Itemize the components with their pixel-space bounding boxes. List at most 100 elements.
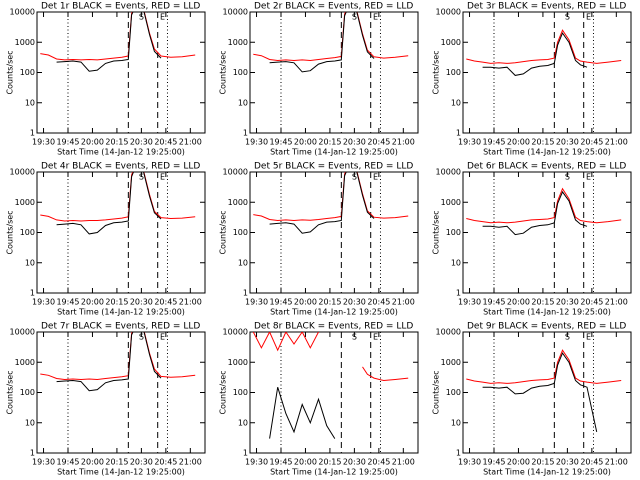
- x-tick-label: 20:00: [294, 458, 317, 467]
- x-tick-label: 20:30: [130, 298, 153, 307]
- y-tick-label: 10: [238, 98, 248, 107]
- x-tick-label: 20:00: [294, 138, 317, 147]
- series-line: [482, 190, 588, 236]
- y-tick-label: 100: [233, 388, 248, 397]
- panel: Det 7r BLACK = Events, RED = LLD Counts/s…: [6, 322, 206, 477]
- plot-frame: [249, 171, 419, 294]
- x-tick-label: 19:45: [269, 458, 292, 467]
- panel-title: Det 4r BLACK = Events, RED = LLD: [41, 162, 200, 172]
- x-tick-label: 20:00: [81, 138, 104, 147]
- x-tick-label: 21:00: [179, 138, 202, 147]
- series-line: [482, 352, 598, 433]
- series-line: [253, 172, 409, 222]
- x-tick-label: 20:15: [318, 458, 341, 467]
- y-tick-label: 10: [451, 258, 461, 267]
- panel-title: Det 5r BLACK = Events, RED = LLD: [254, 162, 413, 172]
- x-tick-label: 20:15: [318, 298, 341, 307]
- x-axis-label: Start Time (14-Jan-12 19:25:00): [483, 148, 611, 157]
- marker-label: E: [160, 333, 165, 342]
- x-tick-label: 20:15: [531, 458, 554, 467]
- y-tick-label: 10000: [10, 168, 35, 177]
- x-tick-label: 20:00: [81, 458, 104, 467]
- y-tick-label: 10: [238, 418, 248, 427]
- series-line: [56, 172, 162, 235]
- y-tick-label: 1: [456, 289, 461, 298]
- x-tick-label: 21:00: [392, 138, 415, 147]
- y-tick-label: 100: [20, 68, 35, 77]
- x-tick-label: 20:45: [367, 458, 390, 467]
- x-tick-label: 20:15: [531, 138, 554, 147]
- y-tick-label: 1000: [441, 198, 461, 207]
- y-tick-label: 10000: [223, 168, 248, 177]
- marker-label: E: [160, 13, 165, 22]
- plot-frame: [36, 331, 206, 454]
- y-tick-label: 1000: [441, 38, 461, 47]
- series-line: [466, 29, 622, 64]
- x-tick-label: 19:45: [482, 298, 505, 307]
- x-tick-label: 19:45: [56, 298, 79, 307]
- y-tick-label: 100: [446, 388, 461, 397]
- marker-label: S: [139, 13, 144, 22]
- marker-label: E: [373, 13, 378, 22]
- y-tick-label: 1: [243, 449, 248, 458]
- x-tick-label: 19:30: [32, 138, 55, 147]
- panel: Det 6r BLACK = Events, RED = LLD Counts/s…: [432, 162, 632, 317]
- x-tick-label: 20:15: [105, 138, 128, 147]
- x-tick-label: 20:15: [318, 138, 341, 147]
- marker-label: S: [565, 13, 570, 22]
- x-tick-label: 20:30: [130, 458, 153, 467]
- series-line: [269, 387, 336, 439]
- x-tick-label: 21:00: [179, 458, 202, 467]
- x-tick-label: 20:00: [294, 298, 317, 307]
- x-axis-label: Start Time (14-Jan-12 19:25:00): [483, 468, 611, 477]
- x-tick-label: 21:00: [392, 458, 415, 467]
- x-tick-label: 20:45: [154, 298, 177, 307]
- y-tick-label: 10: [25, 418, 35, 427]
- panel: Det 5r BLACK = Events, RED = LLD Counts/s…: [219, 162, 419, 317]
- y-tick-label: 1: [30, 449, 35, 458]
- x-tick-label: 20:45: [154, 138, 177, 147]
- y-axis-label: Counts/sec: [432, 50, 441, 94]
- y-axis-label: Counts/sec: [219, 210, 228, 254]
- series-line: [466, 187, 622, 224]
- y-tick-label: 100: [446, 228, 461, 237]
- x-tick-label: 19:45: [482, 138, 505, 147]
- x-tick-label: 21:00: [605, 458, 628, 467]
- y-tick-label: 10000: [223, 8, 248, 17]
- y-tick-label: 1: [456, 449, 461, 458]
- y-tick-label: 10000: [436, 168, 461, 177]
- panel-title: Det 8r BLACK = Events, RED = LLD: [254, 322, 413, 332]
- y-tick-label: 100: [446, 68, 461, 77]
- plot-frame: [36, 171, 206, 294]
- x-tick-label: 19:30: [32, 458, 55, 467]
- x-axis-label: Start Time (14-Jan-12 19:25:00): [270, 468, 398, 477]
- plot-frame: [249, 331, 419, 454]
- x-tick-label: 20:30: [130, 138, 153, 147]
- marker-label: S: [139, 333, 144, 342]
- plot-frame: [36, 11, 206, 134]
- panel-title: Det 2r BLACK = Events, RED = LLD: [254, 2, 413, 12]
- y-tick-label: 1000: [15, 198, 35, 207]
- y-tick-label: 1000: [228, 358, 248, 367]
- marker-label: E: [373, 333, 378, 342]
- series-line: [253, 12, 409, 62]
- y-tick-label: 100: [20, 388, 35, 397]
- x-tick-label: 20:15: [105, 298, 128, 307]
- x-tick-label: 20:00: [507, 458, 530, 467]
- x-axis-label: Start Time (14-Jan-12 19:25:00): [57, 468, 185, 477]
- y-tick-label: 10000: [223, 328, 248, 337]
- plot-frame: [462, 171, 632, 294]
- x-tick-label: 20:00: [507, 138, 530, 147]
- series-line: [466, 349, 622, 384]
- y-tick-label: 10: [451, 418, 461, 427]
- series-line: [40, 12, 196, 61]
- x-tick-label: 19:30: [458, 138, 481, 147]
- x-tick-label: 19:30: [245, 458, 268, 467]
- panel-title: Det 6r BLACK = Events, RED = LLD: [467, 162, 626, 172]
- plot-frame: [462, 11, 632, 134]
- y-axis-label: Counts/sec: [6, 50, 15, 94]
- series-line: [482, 32, 588, 76]
- x-axis-label: Start Time (14-Jan-12 19:25:00): [57, 308, 185, 317]
- x-tick-label: 20:45: [367, 298, 390, 307]
